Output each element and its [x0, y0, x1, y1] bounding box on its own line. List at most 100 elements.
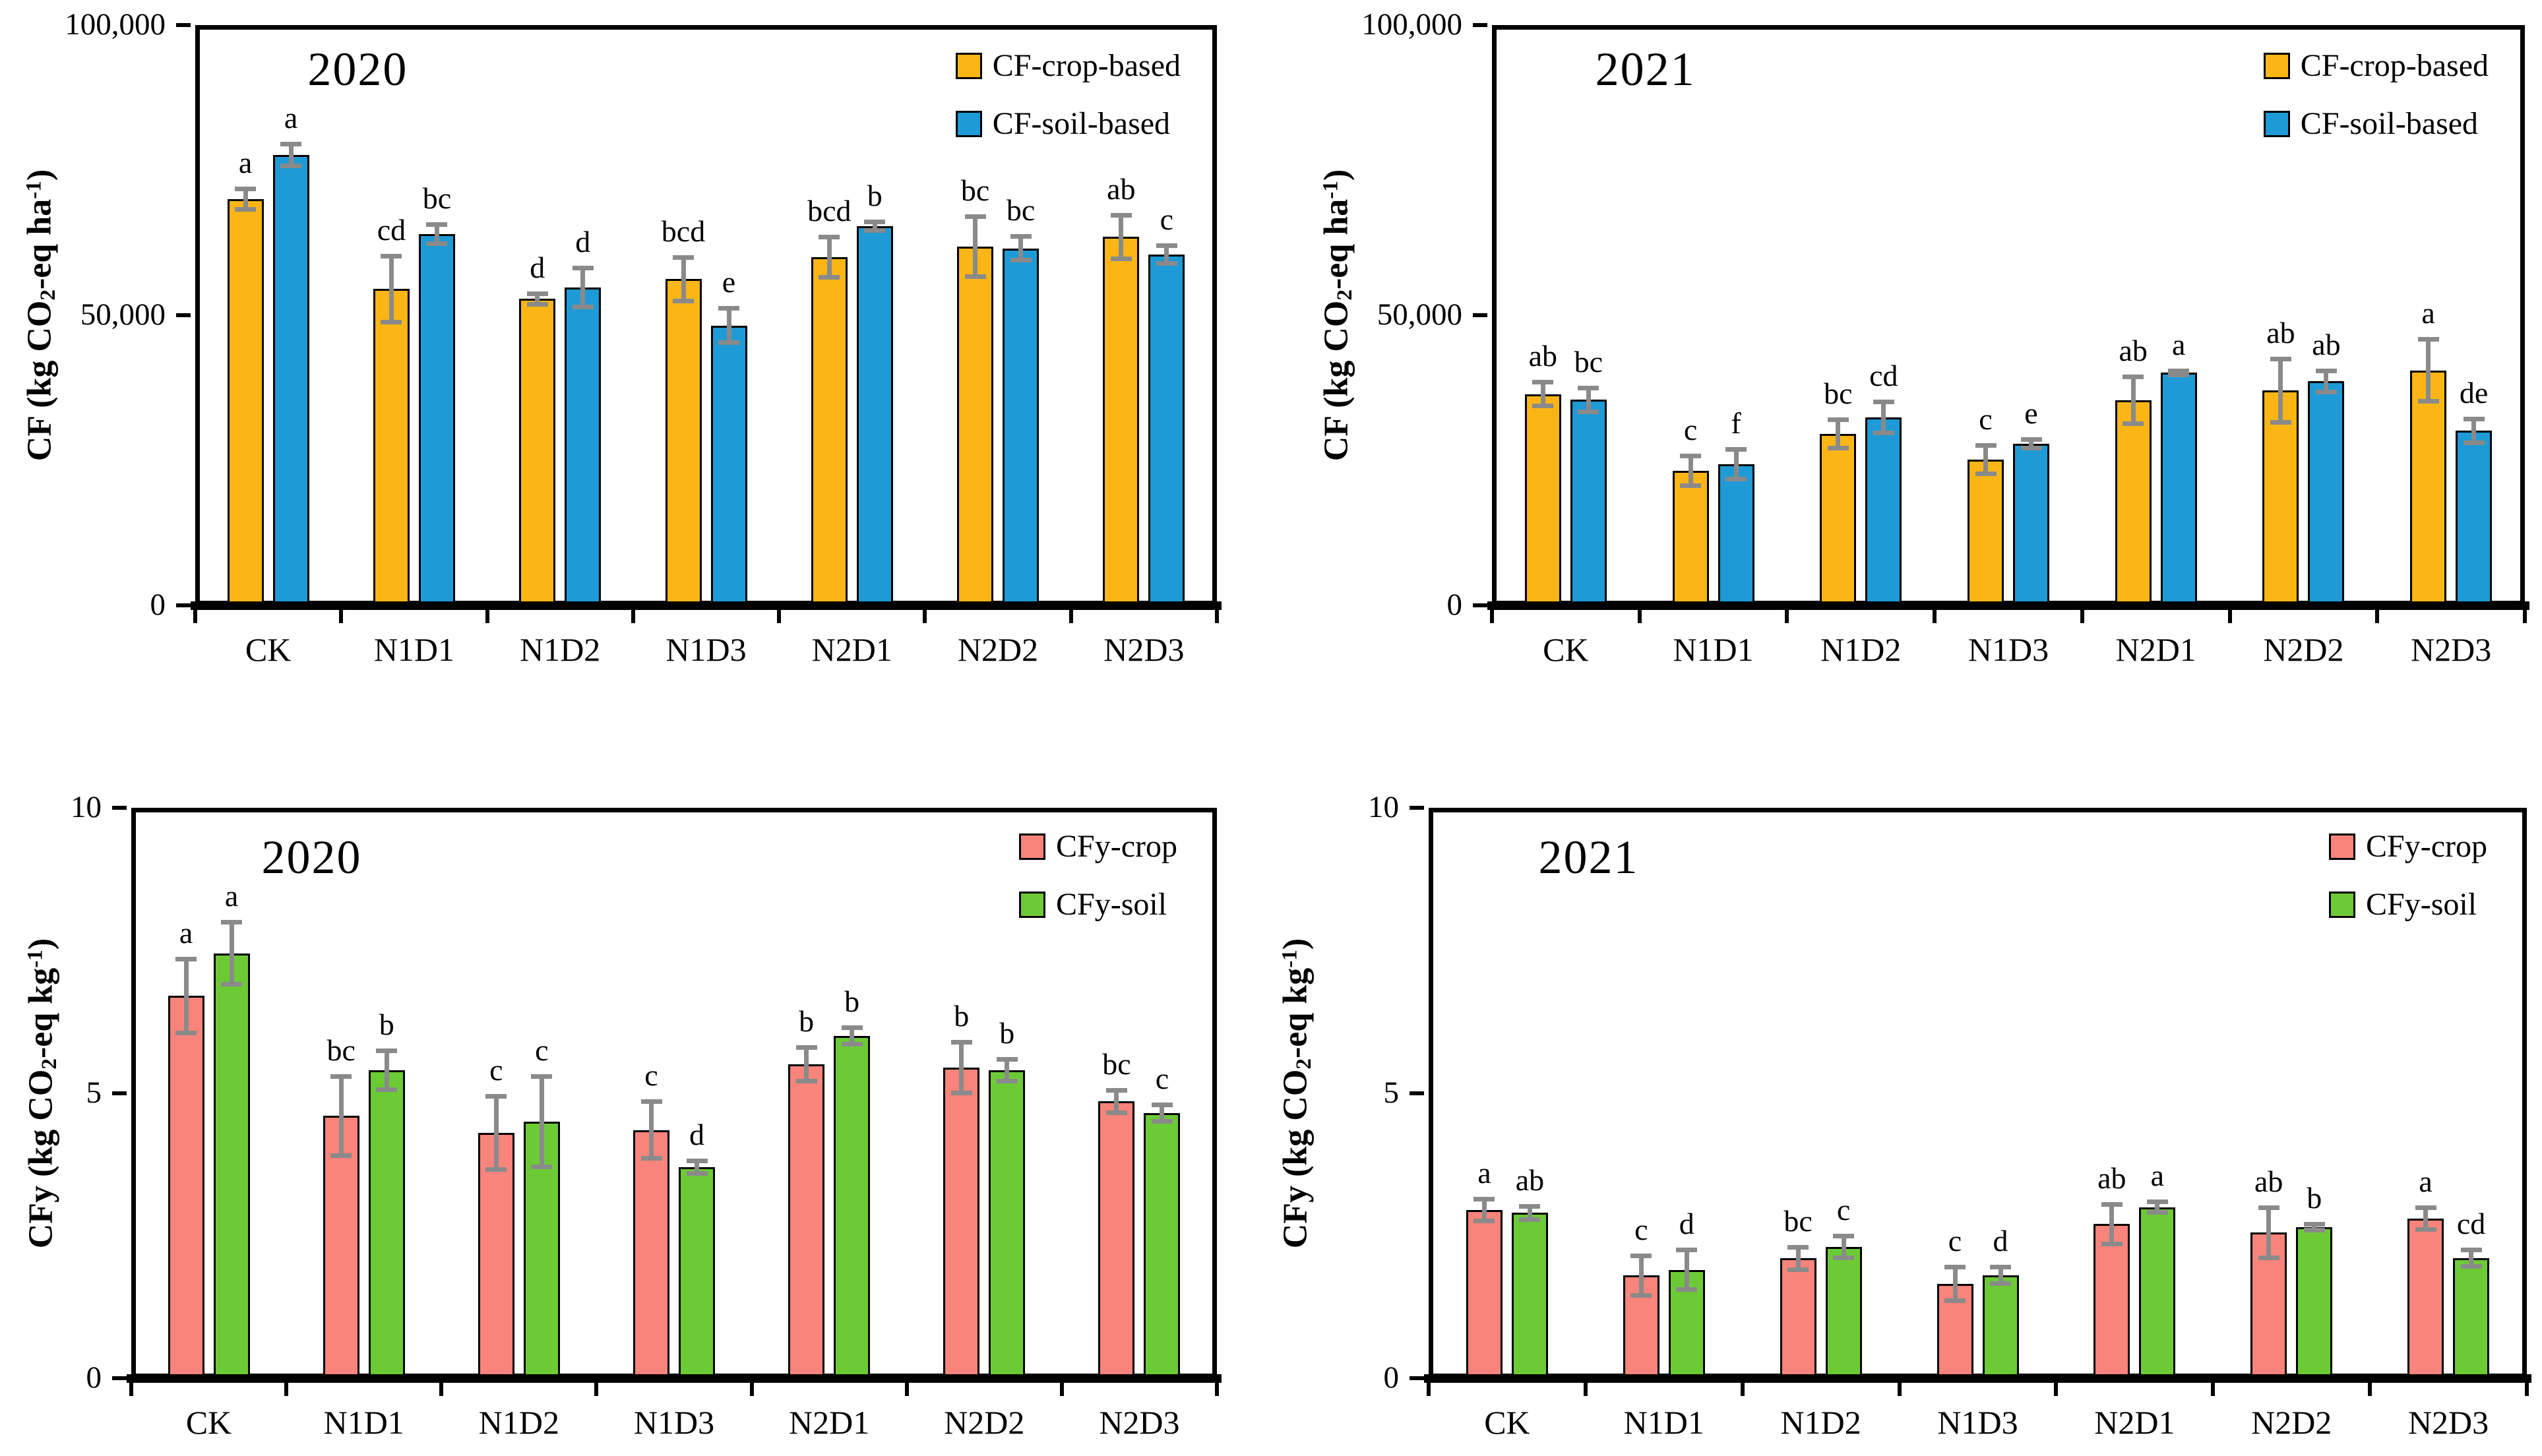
error-bar-cap-top	[686, 1158, 708, 1163]
error-bar-line	[1733, 449, 1739, 480]
error-bar-cap-top	[376, 1048, 398, 1053]
error-bar-cap-bottom	[526, 302, 548, 307]
error-bar-cap-bottom	[1578, 409, 1599, 414]
error-bar-line	[2312, 1223, 2317, 1230]
error-bar-line	[1952, 1267, 1958, 1302]
sig-letter: b	[999, 1016, 1015, 1050]
error-bar-line	[1540, 382, 1545, 407]
error-bar-cap-bottom	[572, 304, 594, 309]
error-bar-cap-top	[235, 187, 257, 192]
legend-swatch-CF-soil-based	[955, 111, 982, 137]
legend-label: CF-soil-based	[2300, 106, 2479, 141]
error-bar-cap-bottom	[2020, 446, 2042, 451]
category-label-N1D2: N1D2	[478, 1404, 559, 1441]
bar-CFy-soil-N2D1	[834, 1036, 871, 1378]
legend-item-CF-soil-based: CF-soil-based	[2263, 106, 2489, 141]
axis-title-segment: -1	[21, 181, 46, 199]
error-bar-cap-top	[2020, 437, 2042, 442]
x-tick-mark	[2080, 610, 2084, 623]
error-bar-cap-top	[1873, 400, 1894, 405]
sig-letter: bc	[1102, 1047, 1131, 1081]
category-label-N1D3: N1D3	[633, 1404, 715, 1441]
legend-item-CFy-crop: CFy-crop	[1019, 831, 1177, 863]
legend-swatch-CF-soil-based	[2263, 111, 2290, 137]
y-tick-mark	[1410, 806, 1424, 810]
sig-letter: a	[2419, 1164, 2433, 1198]
category-label-CK: CK	[245, 631, 292, 668]
error-bar-cap-top	[1473, 1196, 1495, 1201]
error-bar-line	[973, 216, 978, 277]
y-tick-label: 50,000	[80, 297, 166, 332]
error-bar-cap-top	[2303, 1221, 2325, 1227]
sig-letter: cd	[377, 213, 406, 247]
sig-letter: bcd	[661, 214, 706, 248]
legend-item-CFy-soil: CFy-soil	[1019, 889, 1177, 921]
error-bar-cap-bottom	[1990, 1281, 2011, 1287]
y-tick-label: 50,000	[1377, 297, 1462, 332]
y-tick-mark	[1473, 23, 1487, 27]
year-title: 2020	[307, 42, 408, 96]
sig-letter: ab	[1528, 339, 1558, 373]
error-bar-cap-bottom	[950, 1090, 972, 1095]
bar-CF-crop-based-N1D1	[1672, 470, 1709, 605]
error-bar-cap-top	[381, 254, 402, 259]
error-bar-cap-bottom	[2168, 372, 2190, 377]
error-bar-cap-top	[996, 1056, 1018, 1062]
error-bar-cap-top	[175, 957, 197, 962]
error-bar-cap-top	[2460, 1248, 2482, 1253]
error-bar-line	[2469, 1250, 2474, 1267]
axis-title-segment: )	[20, 169, 59, 181]
error-bar-cap-top	[819, 235, 840, 240]
error-bar-cap-top	[1990, 1265, 2011, 1270]
error-bar-cap-top	[841, 1025, 863, 1031]
bar-CFy-soil-N1D3	[1982, 1275, 2019, 1378]
x-tick-mark	[749, 1383, 754, 1396]
error-bar-cap-top	[2123, 375, 2144, 380]
category-label-N1D3: N1D3	[666, 631, 747, 668]
axis-title-segment: -1	[1277, 949, 1302, 968]
y-tick-label: 10	[1368, 790, 1399, 824]
error-bar-cap-bottom	[1010, 258, 1032, 263]
error-bar-cap-bottom	[2123, 421, 2144, 427]
error-bar-cap-top	[718, 306, 739, 311]
sig-letter: bc	[960, 173, 990, 208]
sig-letter: cd	[2456, 1207, 2486, 1241]
axis-title-segment: 2	[1332, 289, 1357, 301]
bar-CF-soil-based-N1D3	[710, 325, 747, 605]
legend-label: CFy-crop	[1056, 829, 1177, 864]
legend: CFy-crop CFy-soil	[1019, 831, 1177, 921]
error-bar-cap-bottom	[841, 1041, 863, 1046]
sig-letter: b	[379, 1007, 394, 1041]
x-tick-mark	[439, 1383, 444, 1396]
x-tick-mark	[2227, 610, 2232, 623]
error-bar-line	[493, 1095, 499, 1170]
sig-letter: a	[2421, 296, 2435, 330]
y-tick-mark	[1410, 1091, 1424, 1095]
bar-CFy-soil-N2D2	[989, 1070, 1026, 1378]
error-bar-line	[1119, 214, 1124, 259]
error-bar-cap-bottom	[1680, 483, 1702, 488]
error-bar-cap-top	[673, 255, 694, 260]
category-label-N1D1: N1D1	[373, 631, 455, 668]
error-bar-cap-top	[2315, 368, 2337, 373]
bar-CF-crop-based-N2D2	[2262, 390, 2299, 605]
category-label-N1D2: N1D2	[1820, 631, 1902, 668]
error-bar-cap-top	[1630, 1254, 1652, 1259]
x-tick-mark	[594, 1383, 599, 1396]
bar-CF-crop-based-N1D1	[373, 289, 410, 605]
error-bar-cap-bottom	[1519, 1217, 1541, 1222]
bar-CFy-soil-N2D3	[2453, 1258, 2490, 1378]
legend-label: CF-soil-based	[992, 106, 1171, 141]
error-bar-cap-bottom	[1473, 1219, 1495, 1224]
category-label-N1D3: N1D3	[1937, 1404, 2018, 1441]
sig-letter: ab	[2312, 327, 2341, 361]
error-bar-cap-top	[330, 1074, 352, 1079]
plot-area-cf-2020	[195, 25, 1217, 605]
bar-CF-crop-based-N1D3	[1968, 460, 2004, 605]
sig-letter: ab	[1107, 171, 1136, 206]
bar-CF-soil-based-N2D2	[2308, 381, 2345, 605]
category-label-N2D3: N2D3	[2407, 1404, 2489, 1441]
y-tick-label: 0	[1383, 1360, 1400, 1395]
y-tick-label: 0	[150, 588, 166, 622]
sig-letter: c	[1683, 412, 1698, 446]
